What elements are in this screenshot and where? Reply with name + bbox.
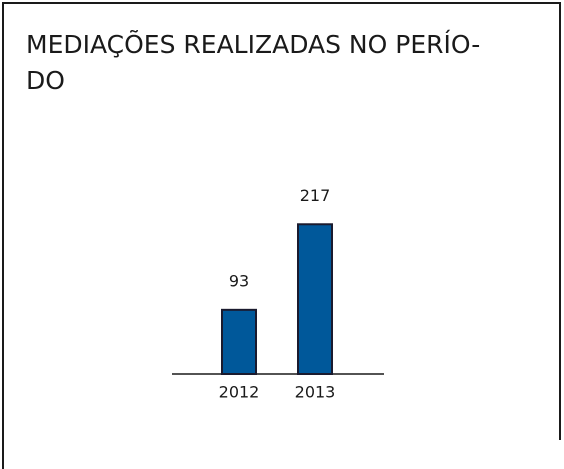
x-tick-label: 2012 bbox=[219, 383, 260, 402]
data-label: 93 bbox=[229, 271, 249, 290]
data-label: 217 bbox=[300, 186, 331, 205]
chart-title: MEDIAÇÕES REALIZADAS NO PERÍO- bbox=[26, 29, 480, 59]
bar bbox=[297, 223, 333, 375]
x-tick-label: 2013 bbox=[295, 383, 336, 402]
chart-title: DO bbox=[26, 66, 65, 95]
bar bbox=[221, 308, 257, 375]
